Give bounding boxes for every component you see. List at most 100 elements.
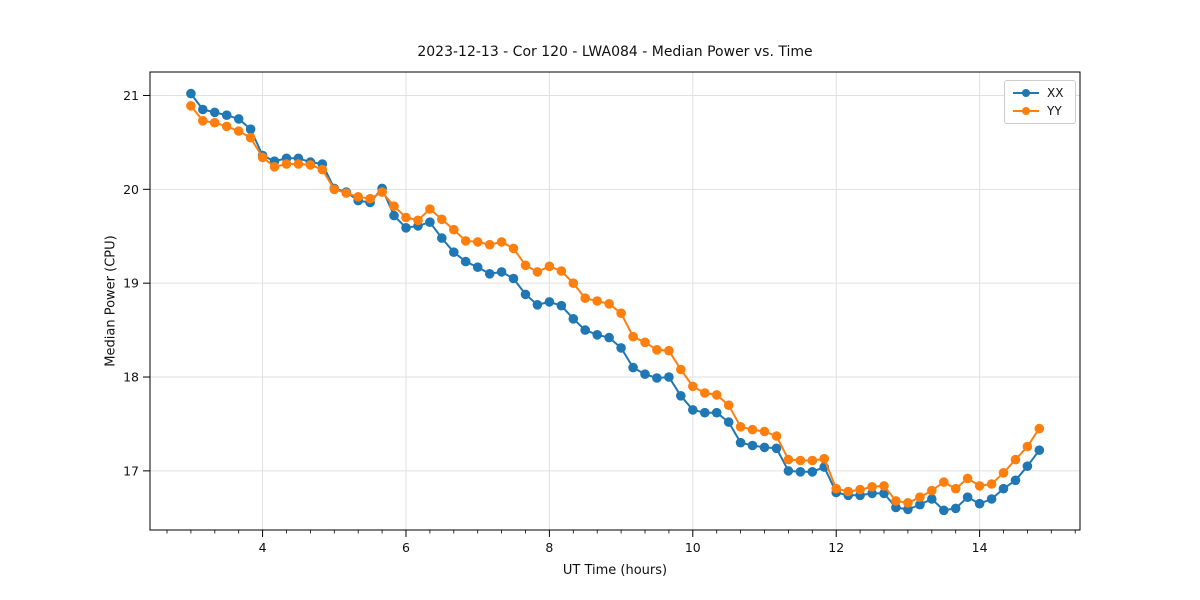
legend-item-yy: YY	[1013, 104, 1067, 118]
data-point-yy	[472, 237, 483, 247]
data-point-yy	[939, 477, 949, 487]
data-point-xx	[1022, 461, 1033, 472]
data-point-yy	[891, 496, 901, 506]
legend-label: YY	[1047, 104, 1062, 118]
data-point-yy	[449, 224, 459, 235]
data-point-xx	[209, 107, 220, 118]
data-point-xx	[580, 325, 590, 335]
data-point-yy	[915, 492, 925, 503]
data-point-yy	[413, 215, 423, 226]
data-point-yy	[1022, 441, 1033, 452]
y-tick-label: 18	[123, 370, 139, 385]
data-point-xx	[245, 124, 256, 134]
data-point-yy	[305, 160, 316, 170]
data-point-yy	[221, 121, 232, 132]
x-tick-label: 8	[545, 540, 553, 555]
data-point-yy	[998, 468, 1009, 478]
y-tick-label: 20	[123, 182, 139, 197]
data-point-yy	[688, 381, 698, 392]
data-point-yy	[1010, 454, 1021, 465]
data-point-xx	[759, 442, 770, 453]
data-point-yy	[783, 454, 794, 465]
data-point-xx	[544, 297, 555, 307]
data-point-xx	[723, 417, 734, 427]
data-point-yy	[341, 188, 352, 198]
x-tick-label: 14	[972, 540, 988, 555]
data-point-yy	[974, 481, 985, 491]
data-point-yy	[759, 426, 770, 437]
legend-marker-icon	[1013, 106, 1039, 116]
data-point-xx	[556, 300, 567, 311]
data-point-yy	[209, 117, 220, 128]
data-point-xx	[783, 466, 794, 476]
data-point-yy	[735, 422, 746, 432]
data-point-yy	[950, 483, 961, 494]
data-point-xx	[1034, 445, 1045, 456]
data-point-yy	[568, 278, 579, 289]
data-point-xx	[939, 505, 949, 516]
y-tick-label: 19	[123, 276, 139, 291]
data-point-xx	[867, 488, 877, 499]
data-point-yy	[257, 152, 268, 163]
data-point-yy	[245, 132, 256, 143]
data-point-xx	[520, 289, 531, 300]
data-point-yy	[496, 237, 507, 247]
data-point-xx	[640, 369, 650, 380]
data-point-xx	[735, 437, 746, 448]
data-point-xx	[508, 273, 519, 284]
data-point-yy	[723, 400, 734, 411]
data-point-yy	[807, 455, 818, 466]
data-point-xx	[449, 247, 459, 257]
data-point-yy	[186, 101, 196, 111]
data-point-yy	[652, 345, 662, 355]
data-point-yy	[437, 214, 447, 225]
data-point-yy	[508, 243, 519, 254]
data-point-yy	[329, 184, 340, 195]
data-point-yy	[962, 473, 973, 484]
data-point-yy	[843, 486, 853, 497]
data-point-yy	[460, 236, 471, 246]
y-tick-label: 17	[123, 463, 139, 478]
data-point-yy	[389, 201, 399, 211]
data-point-yy	[819, 453, 829, 464]
data-point-xx	[198, 104, 208, 115]
legend-marker-icon	[1013, 88, 1039, 98]
data-point-xx	[592, 330, 602, 340]
data-point-yy	[628, 331, 638, 342]
data-point-xx	[950, 503, 961, 514]
data-point-xx	[771, 443, 782, 454]
data-point-yy	[700, 388, 710, 398]
data-point-xx	[795, 467, 806, 477]
data-point-xx	[807, 467, 818, 477]
data-point-xx	[711, 407, 722, 418]
legend-label: XX	[1047, 86, 1064, 100]
data-point-yy	[1034, 423, 1045, 434]
data-point-yy	[903, 498, 913, 508]
data-point-yy	[771, 431, 782, 441]
data-point-yy	[425, 204, 435, 214]
data-point-xx	[700, 407, 710, 418]
data-point-yy	[556, 266, 567, 276]
data-point-yy	[592, 296, 602, 306]
data-point-yy	[281, 159, 292, 169]
data-point-yy	[676, 364, 686, 375]
data-point-yy	[520, 260, 531, 271]
data-point-yy	[664, 345, 674, 356]
data-point-yy	[879, 481, 889, 491]
data-point-yy	[616, 308, 626, 319]
data-point-yy	[377, 187, 387, 197]
data-point-yy	[484, 239, 495, 250]
data-point-yy	[233, 126, 244, 136]
axes-spines	[149, 71, 1081, 531]
legend-item-xx: XX	[1013, 86, 1067, 100]
data-point-yy	[580, 293, 590, 304]
data-point-yy	[401, 212, 411, 223]
data-point-xx	[688, 405, 698, 415]
data-point-xx	[389, 210, 399, 221]
data-point-yy	[317, 164, 328, 175]
data-point-xx	[401, 223, 411, 233]
data-point-xx	[927, 494, 937, 504]
data-point-xx	[879, 488, 889, 499]
